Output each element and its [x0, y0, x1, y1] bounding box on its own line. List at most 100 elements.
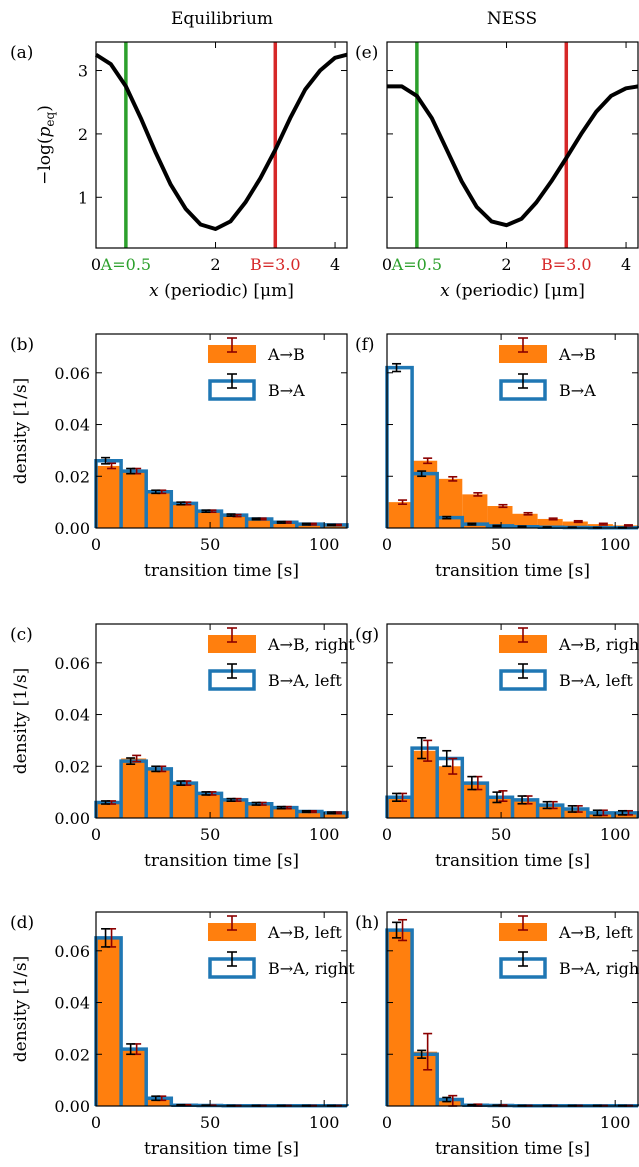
y-tick-label: 0.02: [54, 757, 90, 776]
chart-g: 0 50 100 transition time [s] A→B, right B→A, …: [355, 624, 639, 871]
x-tick-label: 4: [330, 255, 340, 274]
x-tick-label: 50: [491, 1113, 511, 1132]
series-line: [387, 86, 638, 225]
x-tick-label: 0: [91, 535, 101, 554]
x-tick-label: 2: [210, 255, 220, 274]
x-axis-label: transition time [s]: [435, 1139, 590, 1159]
chart-c: 0 50 100 0.00 0.02 0.04 0.06 transition time [s…: [10, 624, 355, 871]
axes-frame: [96, 42, 347, 248]
bar-filled: [96, 938, 121, 1106]
legend-label-filled: A→B: [267, 345, 305, 364]
panel-label: (e): [355, 43, 378, 63]
chart-f: 0 50 100 transition time [s] A→B B→A (f): [355, 334, 638, 581]
marker-label-b: B=3.0: [541, 255, 592, 274]
legend-label-filled: A→B, right: [558, 635, 639, 654]
x-axis-label: x (periodic) [μm]: [440, 281, 585, 301]
x-axis-label: transition time [s]: [144, 851, 299, 871]
x-tick-label: 100: [600, 1113, 631, 1132]
chart-d: 0 50 100 0.00 0.02 0.04 0.06 transition time [s…: [10, 912, 355, 1159]
y-tick-label: 0.04: [54, 416, 90, 435]
marker-label-b: B=3.0: [250, 255, 301, 274]
y-tick-label: 0.04: [54, 994, 90, 1013]
bar-filled: [121, 471, 146, 528]
bar-filled: [121, 759, 146, 818]
x-tick-label: 0: [382, 1113, 392, 1132]
x-tick-label: 100: [309, 535, 340, 554]
legend-label-filled: A→B, left: [267, 923, 342, 942]
legend-label-filled: A→B: [558, 345, 596, 364]
series-line: [96, 55, 347, 229]
marker-label-a: A=0.5: [391, 255, 442, 274]
bar-filled: [196, 511, 221, 528]
x-tick-label: 50: [200, 825, 220, 844]
x-tick-label: 50: [491, 535, 511, 554]
y-axis-label: density [1/s]: [11, 956, 31, 1062]
y-tick-label: 0.06: [54, 942, 90, 961]
bar-filled: [412, 1052, 437, 1106]
chart-h: 0 50 100 transition time [s] A→B, left B→A, r…: [355, 912, 639, 1159]
legend-label-filled: A→B, right: [267, 635, 355, 654]
charts-layer: A=0.5 B=3.0 0 2 4 1 2 3 x (periodic) [μm] −log(pe…: [10, 42, 639, 1159]
x-tick-label: 100: [600, 825, 631, 844]
legend-label-filled: A→B, left: [558, 923, 633, 942]
x-tick-label: 100: [600, 535, 631, 554]
y-tick-label: 0.06: [54, 654, 90, 673]
x-tick-label: 0: [382, 825, 392, 844]
y-tick-label: 0.04: [54, 706, 90, 725]
column-title-left: Equilibrium: [171, 9, 273, 29]
x-axis-label: transition time [s]: [144, 561, 299, 581]
y-tick-label: 1: [78, 188, 88, 207]
bar-filled: [462, 783, 487, 818]
legend-label-outline: B→A: [268, 381, 305, 400]
legend-label-outline: B→A, right: [268, 959, 355, 978]
bar-filled: [196, 793, 221, 818]
chart-e: A=0.5 B=3.0 0 2 4 x (periodic) [μm] (e): [355, 42, 638, 301]
panel-label: (a): [10, 43, 33, 63]
bar-filled: [121, 1049, 146, 1106]
bar-filled: [171, 783, 196, 818]
x-tick-label: 0: [91, 1113, 101, 1132]
x-tick-label: 100: [309, 825, 340, 844]
legend-label-outline: B→A, left: [559, 671, 633, 690]
y-tick-label: 0.00: [54, 519, 90, 538]
x-tick-label: 0: [382, 535, 392, 554]
bar-filled: [513, 800, 538, 818]
panel-label: (b): [10, 335, 34, 355]
axes-frame: [387, 42, 638, 248]
x-tick-label: 2: [501, 255, 511, 274]
chart-a: A=0.5 B=3.0 0 2 4 1 2 3 x (periodic) [μm] −log(pe…: [10, 42, 347, 301]
y-tick-label: 0.00: [54, 1097, 90, 1116]
panel-label: (h): [355, 913, 379, 933]
bar-filled: [96, 466, 121, 528]
bar-filled: [146, 492, 171, 528]
x-tick-label: 4: [621, 255, 631, 274]
y-tick-label: 0.00: [54, 809, 90, 828]
y-tick-label: 0.02: [54, 467, 90, 486]
x-axis-label: transition time [s]: [144, 1139, 299, 1159]
bar-filled: [222, 800, 247, 818]
bar-filled: [387, 930, 412, 1106]
chart-b: 0 50 100 0.00 0.02 0.04 0.06 transition time [s…: [10, 334, 347, 581]
x-tick-label: 50: [200, 535, 220, 554]
bar-filled: [171, 503, 196, 528]
bar-filled: [437, 479, 462, 528]
x-tick-label: 50: [200, 1113, 220, 1132]
legend-label-outline: B→A: [559, 381, 596, 400]
marker-label-a: A=0.5: [100, 255, 151, 274]
bar-filled: [487, 796, 512, 818]
x-tick-label: 0: [382, 255, 392, 274]
y-tick-label: 2: [78, 125, 88, 144]
bar-filled: [387, 502, 412, 528]
panel-label: (c): [10, 625, 33, 645]
bar-filled: [247, 804, 272, 818]
bar-filled: [222, 516, 247, 528]
x-tick-label: 50: [491, 825, 511, 844]
x-axis-label: transition time [s]: [435, 561, 590, 581]
y-tick-label: 0.06: [54, 364, 90, 383]
legend-label-outline: B→A, right: [559, 959, 639, 978]
y-axis-label: density [1/s]: [11, 668, 31, 774]
x-tick-label: 0: [91, 255, 101, 274]
bar-filled: [538, 805, 563, 818]
bar-filled: [146, 769, 171, 818]
